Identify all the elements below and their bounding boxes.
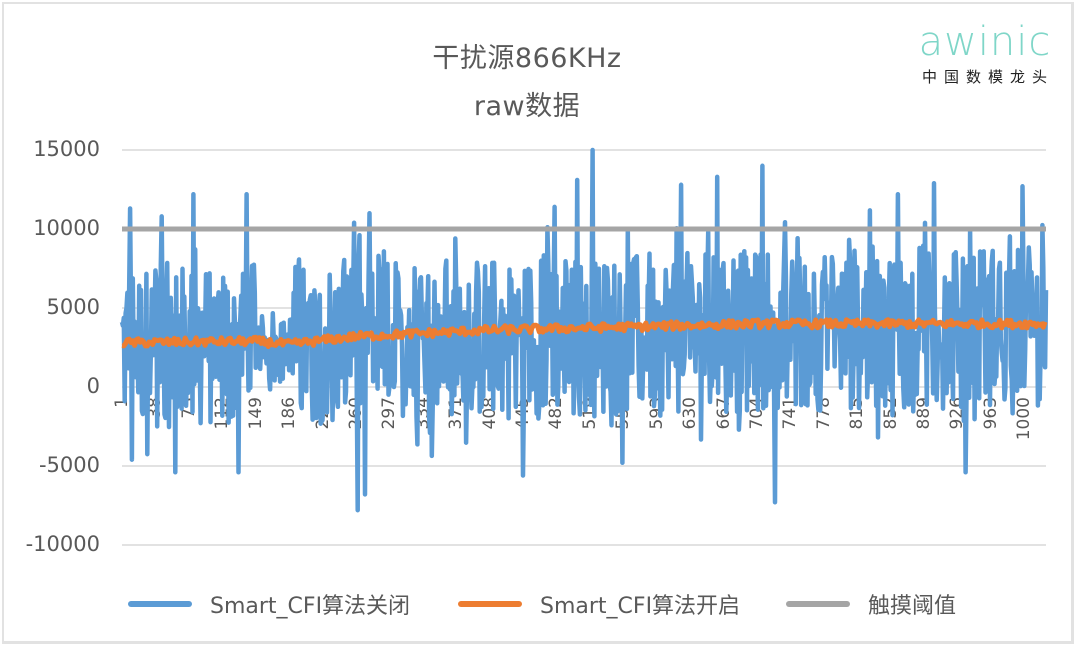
y-tick-label: 0 (86, 374, 100, 398)
legend-swatch-gray (786, 601, 850, 607)
y-tick-label: -10000 (25, 532, 100, 556)
legend-item-cfi-on[interactable]: Smart_CFI算法开启 (458, 588, 740, 620)
logo-tagline: 中国数模龙头 (921, 68, 1054, 86)
legend: Smart_CFI算法关闭 Smart_CFI算法开启 触摸阈值 (0, 588, 1080, 622)
y-tick-label: 5000 (46, 295, 100, 319)
legend-item-cfi-off[interactable]: Smart_CFI算法关闭 (128, 588, 410, 620)
awinic-logo: awinic 中国数模龙头 (910, 22, 1060, 87)
y-tick-label: 15000 (33, 137, 100, 161)
series-line-cfi-on (121, 317, 1048, 349)
y-tick-label: 10000 (33, 216, 100, 240)
logo-wordmark: awinic (918, 19, 1052, 65)
legend-swatch-orange (458, 601, 522, 607)
chart-title: 干扰源866KHz (432, 43, 622, 74)
legend-label: Smart_CFI算法关闭 (210, 594, 411, 619)
y-tick-label: -5000 (38, 453, 100, 477)
chart-subtitle: raw数据 (473, 91, 581, 122)
legend-swatch-blue (128, 601, 192, 607)
legend-label: 触摸阈值 (868, 594, 957, 619)
legend-item-threshold[interactable]: 触摸阈值 (786, 588, 956, 620)
series-line-cfi-off (119, 147, 1049, 513)
legend-label: Smart_CFI算法开启 (540, 594, 741, 619)
